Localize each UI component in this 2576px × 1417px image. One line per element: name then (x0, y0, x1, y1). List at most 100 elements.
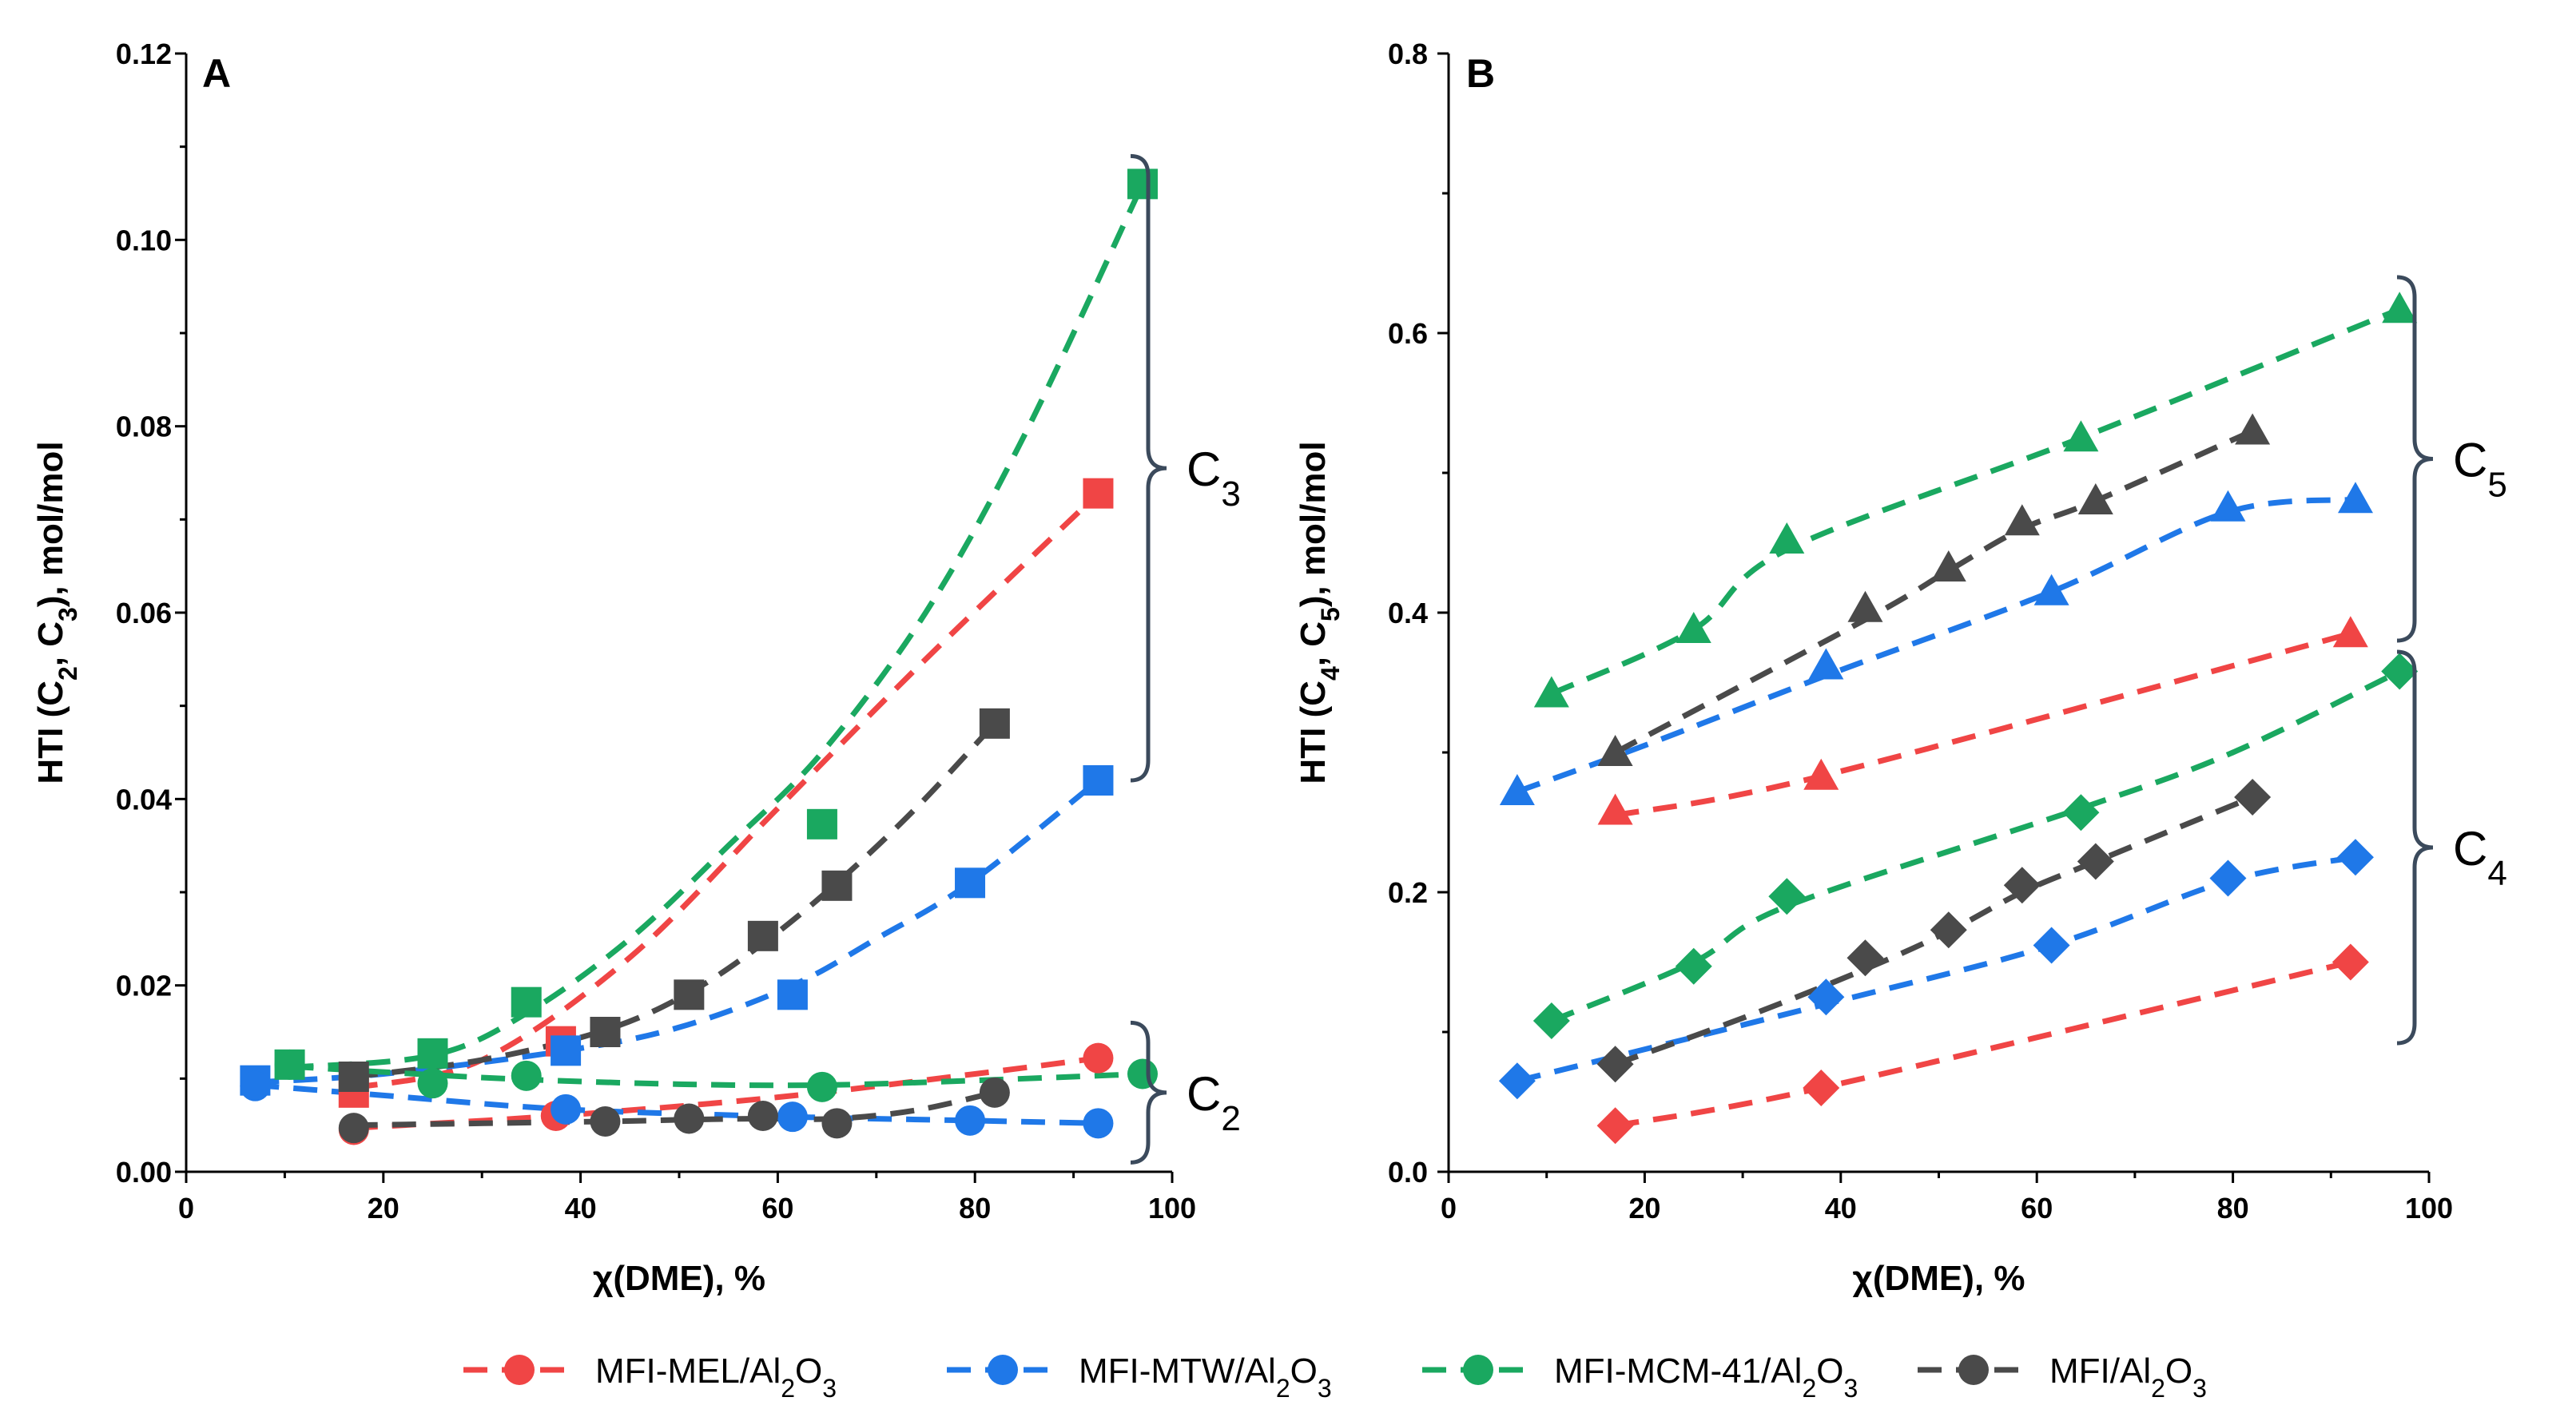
y-tick-label: 0.0 (1388, 1156, 1428, 1189)
data-point-square (979, 708, 1010, 739)
y-tick-label: 0.04 (116, 783, 172, 816)
x-tick-label: 60 (761, 1192, 793, 1224)
data-point-diamond (1807, 978, 1845, 1016)
data-point-diamond (2381, 653, 2419, 690)
data-point-triangle (1676, 612, 1711, 643)
data-point-triangle (2235, 413, 2271, 445)
data-point-square (777, 979, 808, 1010)
series-trend-line (289, 1063, 1143, 1089)
x-tick-label: 20 (1628, 1192, 1660, 1224)
y-tick-label: 0.4 (1388, 597, 1428, 629)
data-point-triangle (1808, 648, 1844, 680)
brace-label: C3 (1187, 443, 1241, 514)
legend-entry-sub: 2 (1276, 1374, 1290, 1403)
y-axis-title-part: HTI (C (1294, 681, 1333, 784)
group-brace (2396, 275, 2434, 643)
x-tick-label: 0 (1441, 1192, 1457, 1224)
data-point-circle (417, 1068, 448, 1099)
y-tick-label: 0.02 (116, 970, 172, 1002)
x-tick-label: 80 (2217, 1192, 2249, 1224)
legend-entry: MFI-MCM-41/Al2O3 (1554, 1352, 1858, 1403)
x-axis-title: χ(DME), % (1853, 1259, 2025, 1298)
series-trend-line (1614, 959, 2351, 1129)
series-trend-line (255, 1082, 1099, 1126)
x-tick-label: 40 (565, 1192, 597, 1224)
data-point-circle (979, 1077, 1010, 1108)
y-tick-label: 0.08 (116, 411, 172, 443)
data-point-square (417, 1038, 448, 1069)
brace-label-sub: 4 (2487, 854, 2506, 893)
data-point-triangle (2077, 483, 2113, 514)
data-point-circle (511, 1060, 542, 1091)
y-tick-label: 0.8 (1388, 38, 1428, 70)
data-point-diamond (2062, 794, 2100, 832)
brace-label: C4 (2453, 822, 2507, 893)
legend-entry-text: O (2165, 1352, 2192, 1391)
data-point-circle (806, 1071, 837, 1102)
data-point-triangle (1533, 676, 1569, 708)
x-tick-label: 100 (2405, 1192, 2453, 1224)
y-tick-label: 0.6 (1388, 317, 1428, 350)
y-axis-title-part: , C (31, 621, 70, 666)
data-point-square (821, 870, 853, 901)
y-axis-title-sub: 2 (54, 666, 82, 681)
data-point-circle (551, 1094, 582, 1125)
brace-label-main: C (1187, 443, 1221, 496)
data-point-square (511, 986, 542, 1018)
series-trend-line (353, 1090, 996, 1129)
data-point-triangle (2210, 490, 2246, 522)
series-trend-line (1550, 307, 2401, 697)
brace-label-sub: 3 (1221, 474, 1240, 514)
series-trend-line (1517, 854, 2356, 1084)
data-point-circle (674, 1103, 705, 1134)
group-brace (1130, 153, 1167, 783)
data-point-triangle (1769, 522, 1805, 554)
x-tick-label: 60 (2021, 1192, 2053, 1224)
y-axis-title-part: , C (1294, 621, 1333, 666)
legend-marker (1958, 1355, 1989, 1385)
legend-entry-sub: 3 (2192, 1374, 2207, 1403)
data-point-diamond (2209, 859, 2247, 897)
y-tick-label: 0.12 (116, 38, 172, 70)
data-point-diamond (1847, 939, 1884, 977)
legend-marker (988, 1355, 1018, 1385)
data-point-diamond (1930, 911, 1967, 949)
data-point-diamond (2336, 839, 2374, 876)
y-axis-title-sub: 5 (1316, 607, 1345, 621)
data-point-triangle (1930, 550, 1966, 581)
legend-marker (504, 1355, 535, 1385)
brace-label: C5 (2453, 434, 2507, 505)
data-point-triangle (2004, 504, 2040, 536)
data-point-square (674, 979, 705, 1010)
data-point-diamond (2077, 843, 2114, 880)
data-point-circle (747, 1101, 778, 1131)
series-trend-line (353, 491, 1100, 1091)
data-point-diamond (2033, 927, 2070, 964)
data-point-diamond (1768, 878, 1806, 915)
data-point-diamond (1803, 1070, 1840, 1106)
data-point-triangle (2332, 616, 2368, 648)
x-tick-label: 0 (178, 1192, 194, 1224)
data-point-triangle (2382, 292, 2418, 323)
y-axis-title-part: ), mol/mol (31, 441, 70, 607)
legend-entry-sub: 3 (822, 1374, 837, 1403)
data-point-circle (821, 1108, 853, 1139)
legend-entry-sub: 3 (1318, 1374, 1332, 1403)
data-point-triangle (1597, 793, 1633, 825)
data-point-triangle (2337, 482, 2373, 514)
legend-entry-sub: 2 (2151, 1374, 2165, 1403)
legend-entry-text: MFI/Al (2049, 1352, 2151, 1391)
panel-label: B (1466, 51, 1495, 96)
legend: MFI-MEL/Al2O3 MFI-MTW/Al2O3 MFI-MCM-41/Al2… (463, 1352, 2207, 1403)
legend-entry-text: O (1816, 1352, 1843, 1391)
brace-label-sub: 2 (1221, 1098, 1240, 1137)
brace-label-main: C (2453, 434, 2487, 487)
y-axis-title-part: ), mol/mol (1294, 441, 1333, 607)
data-point-square (1083, 765, 1114, 796)
legend-entry-text: MFI-MEL/Al (595, 1352, 781, 1391)
legend-entry-text: O (795, 1352, 822, 1391)
legend-entry-sub: 2 (1802, 1374, 1816, 1403)
x-axis-title: χ(DME), % (593, 1259, 765, 1298)
data-point-circle (338, 1113, 369, 1144)
